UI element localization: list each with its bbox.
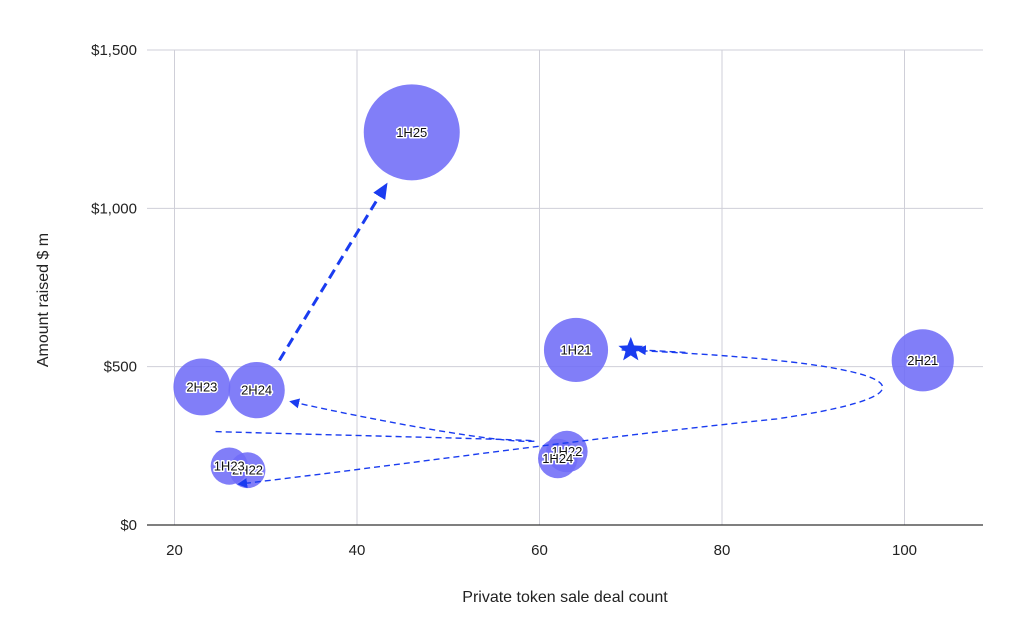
bubble-1h25 [363, 84, 460, 181]
bubble-2h23 [173, 358, 231, 416]
bubble-label: 1H24 [542, 451, 573, 466]
y-tick-label: $500 [104, 359, 137, 376]
x-tick-label: 60 [531, 542, 548, 559]
x-tick-label: 100 [892, 542, 917, 559]
bubble-1h24 [537, 438, 578, 479]
bubble-label: 2H22 [232, 463, 263, 478]
trajectory-arrows [215, 182, 884, 489]
arrow-into-star [635, 345, 686, 356]
bubble-1h21 [543, 317, 609, 382]
arrow-2h23-to-2h24 [215, 398, 536, 443]
y-tick-label: $1,500 [91, 42, 137, 59]
x-tick-label: 40 [349, 542, 366, 559]
y-axis-title: Amount raised $ m [35, 233, 52, 367]
x-axis-title: Private token sale deal count [462, 589, 668, 606]
bubble-label: 1H25 [396, 125, 427, 140]
star-marker [618, 336, 644, 361]
axes: $0 $500 $1,000 $1,500 20 40 60 80 100 [91, 42, 983, 559]
bubble-1h23 [210, 447, 248, 485]
x-tick-label: 20 [166, 542, 183, 559]
bubble-2h21 [891, 329, 954, 392]
arrow-2h24-to-1h25 [278, 182, 388, 362]
gridlines [147, 49, 983, 525]
bubble-label: 1H21 [560, 342, 591, 357]
bubble-label: 1H23 [214, 459, 245, 474]
bubble-label: 2H21 [907, 353, 938, 368]
bubble-label: 2H23 [186, 379, 217, 394]
x-tick-label: 80 [714, 542, 731, 559]
y-tick-label: $1,000 [91, 200, 137, 217]
bubble-label: 2H24 [241, 383, 272, 398]
bubble-2h24 [228, 361, 285, 419]
bubbles [173, 84, 954, 489]
bubble-label: 1H22 [551, 444, 582, 459]
arrow-1h21-to-2h22 [237, 349, 884, 489]
y-tick-label: $0 [120, 517, 137, 534]
